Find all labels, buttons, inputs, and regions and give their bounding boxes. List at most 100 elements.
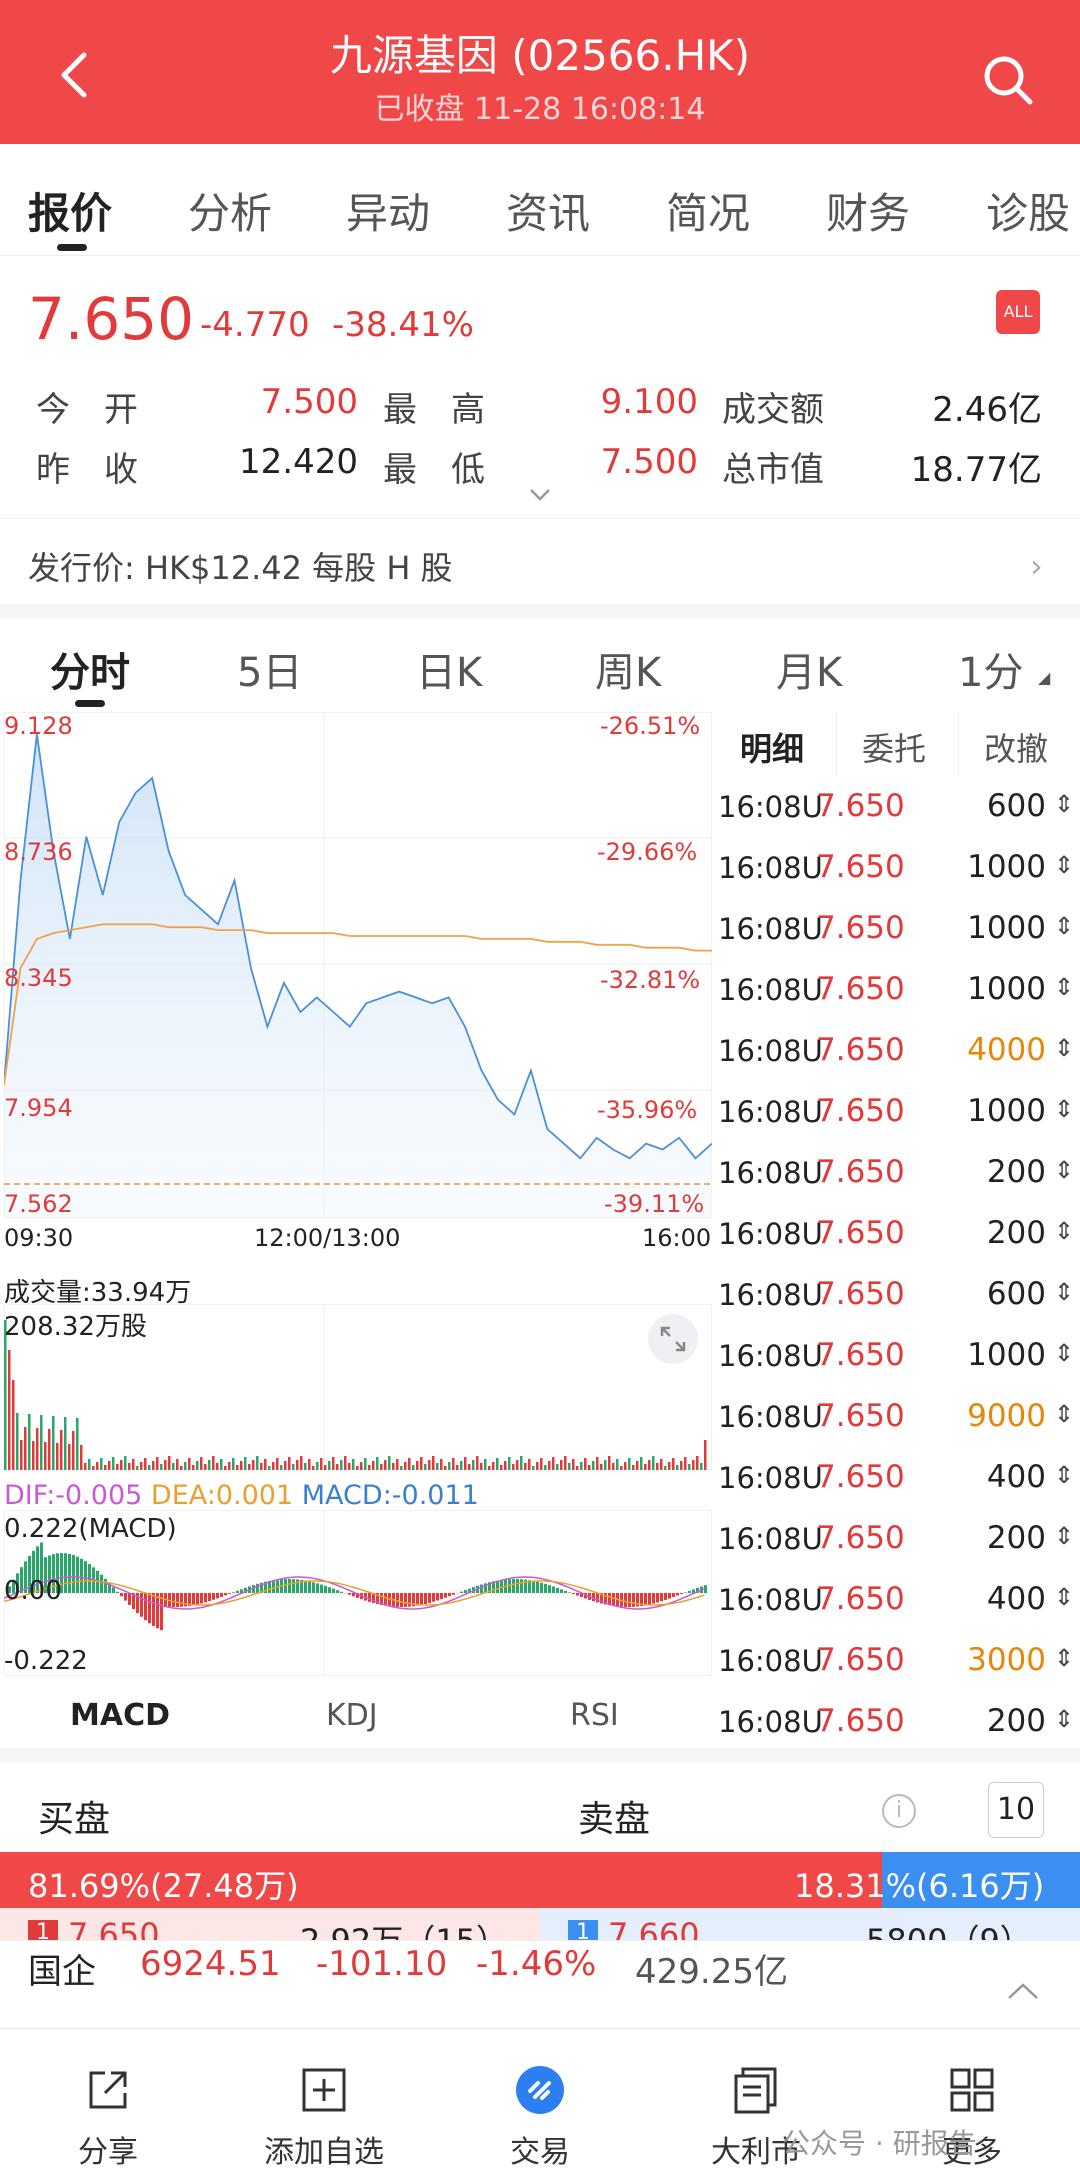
info-icon[interactable]: i <box>882 1794 916 1828</box>
trade-price: 7.650 <box>816 1154 905 1190</box>
chart-tab-monthly[interactable]: 月K <box>776 650 843 696</box>
volume-bar <box>24 1427 27 1470</box>
chart-tab-5day[interactable]: 5日 <box>237 650 303 696</box>
macd-bar <box>300 1579 303 1593</box>
volume-bar <box>568 1463 571 1470</box>
trade-time: 16:08U <box>718 912 823 946</box>
tab-movement[interactable]: 异动 <box>346 189 431 238</box>
macd-bar <box>372 1593 375 1604</box>
macd-bar <box>184 1593 187 1607</box>
chart-tab-intraday[interactable]: 分时 <box>50 650 130 696</box>
macd-bar <box>296 1579 299 1593</box>
depth-selector[interactable]: 10 <box>988 1782 1044 1838</box>
macd-bar <box>52 1554 55 1593</box>
chart-tab-daily[interactable]: 日K <box>416 650 483 696</box>
trade-price: 7.650 <box>816 1703 905 1739</box>
tab-quote[interactable]: 报价 <box>28 189 113 238</box>
intraday-chart[interactable] <box>4 712 712 1218</box>
price-line <box>4 734 712 1160</box>
volume-bar <box>304 1463 307 1470</box>
macd-bar <box>576 1593 579 1596</box>
nav-share[interactable]: 分享 <box>0 2029 216 2178</box>
volume-bar <box>608 1456 611 1470</box>
nav-add-watchlist[interactable]: 添加自选 <box>216 2029 432 2178</box>
macd-bar <box>584 1593 587 1599</box>
volume-bar <box>360 1462 363 1470</box>
trade-time: 16:08U <box>718 1522 823 1556</box>
tab-news[interactable]: 资讯 <box>506 189 591 238</box>
chart-tab-1min[interactable]: 1分 <box>958 650 1024 696</box>
volume-chart <box>4 1304 712 1470</box>
volume-bar <box>140 1462 143 1470</box>
index-ticker-bar[interactable] <box>0 1940 1080 2026</box>
tab-profile[interactable]: 简况 <box>666 189 751 238</box>
volume-bar <box>616 1459 619 1470</box>
volume-bar <box>152 1461 155 1470</box>
trade-volume: 200 <box>986 1520 1046 1556</box>
volume-bar <box>504 1461 507 1470</box>
volume-bar <box>64 1417 67 1470</box>
trade-time: 16:08U <box>718 1644 823 1678</box>
macd-bar <box>232 1592 235 1593</box>
trade-volume: 1000 <box>967 1093 1046 1129</box>
volume-bar <box>668 1462 671 1470</box>
chevron-up-icon[interactable] <box>1006 1980 1040 2002</box>
chart-tab-weekly[interactable]: 周K <box>595 650 662 696</box>
last-price: 7.650 <box>28 285 195 353</box>
mcap-label: 总市值 <box>722 450 824 490</box>
volume-bar <box>352 1459 355 1470</box>
indicator-tab-macd[interactable]: MACD <box>70 1698 170 1733</box>
fullscreen-icon[interactable] <box>648 1314 698 1364</box>
volume-bar <box>492 1462 495 1470</box>
watermark: 公众号 · 研报告 <box>782 2127 977 2160</box>
y-tick-pct: -35.96% <box>597 1096 698 1124</box>
volume-bar <box>276 1458 279 1470</box>
issue-price: 发行价: HK$12.42 每股 H 股 <box>28 549 453 587</box>
volume-bar <box>96 1462 99 1470</box>
tab-orders[interactable]: 委托 <box>862 730 927 768</box>
macd-bar <box>272 1580 275 1593</box>
tab-trades[interactable]: 明细 <box>740 730 805 768</box>
trade-time: 16:08U <box>718 973 823 1007</box>
search-icon[interactable] <box>978 50 1038 110</box>
trade-row: 16:08U 7.650 4000 ⇕ <box>714 1020 1080 1081</box>
issue-price-row[interactable]: 发行价: HK$12.42 每股 H 股 › <box>0 518 1080 604</box>
volume-bar <box>660 1459 663 1470</box>
trade-row: 16:08U 7.650 200 ⇕ <box>714 1203 1080 1264</box>
nav-market[interactable]: 大利市 <box>648 2029 864 2178</box>
volume-bar <box>572 1459 575 1470</box>
nav-more[interactable]: 更多 <box>864 2029 1080 2178</box>
macd-bar <box>8 1586 11 1593</box>
macd-bar <box>412 1593 415 1607</box>
nav-trade[interactable]: 交易 <box>432 2029 648 2178</box>
volume-bar <box>592 1461 595 1470</box>
all-badge[interactable]: ALL <box>996 290 1040 334</box>
macd-bar <box>420 1593 423 1605</box>
indicator-tab-rsi[interactable]: RSI <box>570 1698 619 1733</box>
macd-bar <box>632 1593 635 1607</box>
back-icon[interactable] <box>48 45 108 105</box>
open-value: 7.500 <box>260 382 358 422</box>
y-tick: 8.345 <box>4 964 73 992</box>
volume-bar <box>496 1458 499 1470</box>
updown-arrow-icon: ⇕ <box>1053 1461 1074 1489</box>
trade-volume: 400 <box>986 1459 1046 1495</box>
tab-finance[interactable]: 财务 <box>826 189 911 238</box>
chevron-down-icon[interactable] <box>527 486 553 504</box>
macd-bar <box>56 1553 59 1593</box>
volume-bar <box>296 1460 299 1470</box>
volume-bar <box>508 1457 511 1470</box>
tab-cancellations[interactable]: 改撤 <box>984 730 1049 768</box>
nav-label: 分享 <box>78 2135 138 2170</box>
macd-bar <box>580 1593 583 1598</box>
macd-bar <box>148 1593 151 1624</box>
indicator-tab-kdj[interactable]: KDJ <box>326 1698 378 1733</box>
volume-bar <box>692 1460 695 1470</box>
tab-analysis[interactable]: 分析 <box>188 189 273 238</box>
tab-diagnosis[interactable]: 诊股 <box>986 189 1071 238</box>
macd-bar <box>292 1579 295 1593</box>
macd-bar <box>328 1587 331 1593</box>
volume-bar <box>108 1461 111 1470</box>
macd-bar <box>680 1593 683 1595</box>
volume-bar <box>580 1462 583 1470</box>
